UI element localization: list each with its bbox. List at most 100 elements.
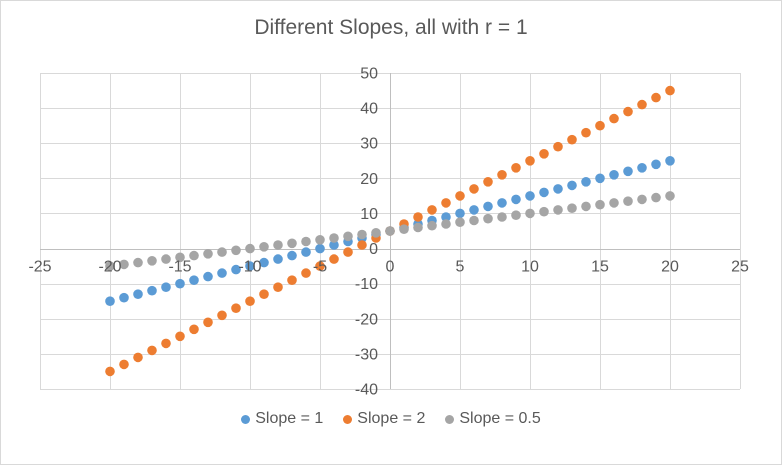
data-point (133, 352, 143, 363)
data-point (357, 240, 367, 250)
chart-title: Different Slopes, all with r = 1 (254, 16, 528, 39)
data-point (315, 261, 325, 271)
data-point (147, 255, 157, 266)
data-point (497, 212, 507, 222)
y-tick-label: 50 (360, 66, 378, 83)
x-tick-label: -10 (238, 259, 261, 276)
x-tick-label: -15 (168, 259, 191, 276)
data-point (245, 243, 255, 254)
data-point (273, 254, 283, 264)
data-point (511, 163, 521, 173)
legend-marker-icon (241, 414, 251, 424)
x-tick-label: 0 (386, 259, 395, 276)
data-point (259, 257, 269, 268)
x-tick-label: -25 (28, 259, 51, 276)
data-point (483, 213, 493, 224)
data-point (427, 205, 437, 215)
data-point (217, 268, 227, 278)
data-point (231, 245, 241, 256)
data-point (231, 264, 241, 275)
data-point (525, 191, 535, 201)
data-point (567, 180, 577, 191)
data-point (441, 219, 451, 229)
data-point (651, 192, 661, 203)
data-point (553, 205, 563, 215)
data-point (623, 166, 633, 177)
data-point (665, 191, 675, 201)
data-point (371, 228, 381, 238)
data-point (483, 201, 493, 212)
data-point (525, 156, 535, 166)
data-point (357, 229, 367, 240)
data-point (553, 141, 563, 152)
x-tick-label: 5 (456, 259, 465, 276)
data-point (441, 198, 451, 208)
y-tick-label: -20 (355, 311, 378, 328)
data-point (329, 254, 339, 264)
data-point (175, 252, 185, 263)
data-point (189, 275, 199, 286)
legend-item[interactable]: Slope = 0.5 (445, 410, 541, 428)
data-point (553, 184, 563, 194)
data-point (217, 247, 227, 257)
legend-item[interactable]: Slope = 1 (241, 410, 323, 428)
data-point (175, 331, 185, 342)
data-point (343, 231, 353, 242)
legend-item[interactable]: Slope = 2 (343, 410, 425, 428)
x-tick-label: -5 (313, 259, 327, 276)
data-point (427, 220, 437, 231)
x-tick-label: 10 (521, 259, 539, 276)
data-point (133, 257, 143, 268)
data-point (413, 212, 423, 222)
data-point (161, 282, 171, 293)
data-point (399, 224, 409, 234)
x-tick-label: 15 (591, 259, 609, 276)
y-tick-label: 20 (360, 171, 378, 188)
data-point (147, 345, 157, 356)
data-point (567, 203, 577, 213)
data-point (105, 261, 115, 271)
data-point (497, 198, 507, 208)
data-point (595, 199, 605, 210)
data-point (609, 113, 619, 124)
data-point (105, 366, 115, 377)
x-tick-label: 20 (661, 259, 679, 276)
data-point (203, 317, 213, 328)
data-point (273, 282, 283, 293)
data-point (245, 296, 255, 307)
data-point (315, 243, 325, 254)
data-point (567, 134, 577, 145)
y-tick-label: 10 (360, 206, 378, 223)
y-tick-label: -30 (355, 346, 378, 363)
data-point (651, 92, 661, 103)
data-point (581, 201, 591, 212)
legend: Slope = 1 Slope = 2 Slope = 0.5 (1, 410, 781, 428)
data-point (413, 222, 423, 233)
x-tick-label: 25 (731, 259, 749, 276)
data-point (385, 226, 395, 236)
data-point (259, 242, 269, 252)
data-point (441, 212, 451, 222)
data-point (539, 187, 549, 198)
data-point (511, 194, 521, 205)
legend-item-label: Slope = 1 (255, 410, 324, 427)
data-point (217, 310, 227, 321)
x-tick-label: -20 (98, 259, 121, 276)
data-point (581, 177, 591, 187)
data-point (287, 250, 297, 261)
data-point (273, 240, 283, 250)
data-point (329, 240, 339, 250)
data-point (245, 261, 255, 271)
data-point (175, 278, 185, 289)
data-point (259, 289, 269, 300)
data-point (189, 250, 199, 261)
data-point (665, 85, 675, 96)
y-tick-label: 0 (369, 241, 378, 258)
data-point (469, 184, 479, 194)
data-point (595, 173, 605, 184)
y-tick-label: 30 (360, 136, 378, 153)
data-point (497, 170, 507, 180)
data-point (469, 205, 479, 215)
data-point (119, 259, 129, 270)
